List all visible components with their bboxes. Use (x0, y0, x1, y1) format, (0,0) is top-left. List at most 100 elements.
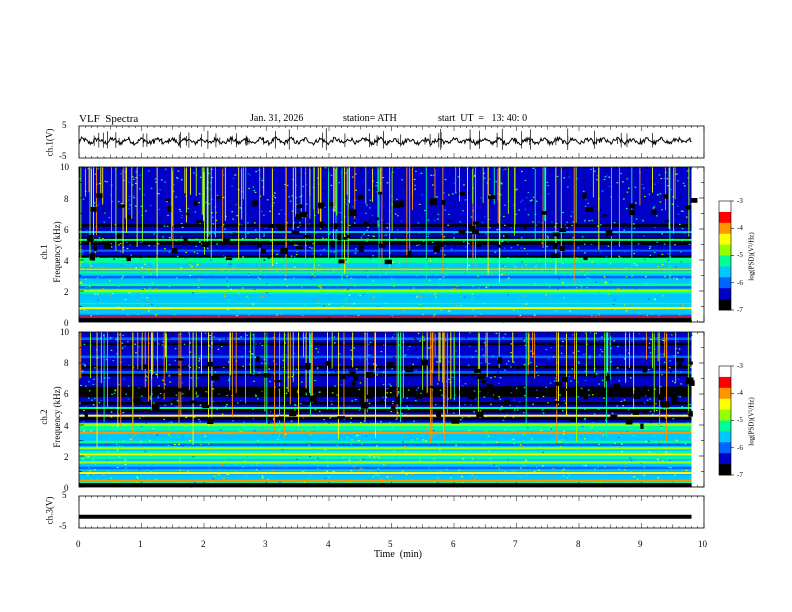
spec2-speckle (138, 469, 141, 471)
spec2-speckle (613, 455, 615, 457)
spec1-row (79, 169, 692, 173)
spec1-dark-patch (337, 234, 342, 241)
spec1-speckle (259, 178, 262, 180)
spec1-speckle (346, 204, 348, 206)
spec2-speckle (332, 470, 335, 473)
spec1-speckle (372, 297, 374, 299)
spec1-speckle (623, 304, 626, 306)
spec2-speckle (451, 347, 453, 350)
spec2-speckle (482, 354, 485, 356)
spec1-speckle (557, 288, 559, 290)
spec2-ytick-label: 8 (64, 358, 69, 368)
spec1-speckle (691, 311, 693, 314)
spec1-speckle (432, 184, 434, 186)
spec2-speckle (112, 359, 115, 362)
spec1-speckle (526, 253, 529, 255)
spec2-speckle (121, 347, 124, 349)
spec1-speckle (345, 260, 348, 262)
spec1-speckle (117, 200, 120, 203)
spec2-speckle (520, 467, 522, 469)
spec1-speckle (550, 297, 552, 299)
spec2-speckle (533, 471, 536, 473)
spec1-speckle (196, 264, 198, 266)
spec1-speckle (658, 314, 661, 317)
spec1-speckle (302, 314, 304, 317)
spec2-speckle (499, 377, 502, 379)
spec2-speckle (682, 347, 684, 350)
spec1-speckle (367, 275, 369, 278)
spec1-speckle (489, 194, 491, 196)
spec1-speckle (508, 197, 510, 199)
spec1-speckle (634, 186, 637, 188)
spec2-speckle (353, 466, 355, 468)
spec1-speckle (127, 314, 129, 316)
spec1-speckle (202, 246, 205, 248)
spec1-speckle (220, 242, 222, 244)
spec2-speckle (493, 451, 495, 453)
spec1-speckle (416, 295, 419, 297)
spec2-speckle (127, 344, 130, 346)
spec2-speckle (80, 384, 82, 387)
spec1-speckle (316, 243, 319, 245)
spec2-speckle (486, 384, 488, 386)
spec1-speckle (209, 233, 211, 235)
spec1-speckle (556, 175, 559, 178)
spec2-speckle (252, 334, 255, 336)
spec2-speckle (648, 347, 651, 349)
spec1-speckle (157, 243, 160, 245)
spec2-dark-patch (618, 394, 625, 397)
spec2-band (79, 461, 692, 464)
spec1-speckle (680, 303, 683, 306)
spec2-speckle (480, 363, 483, 366)
spec2-speckle (535, 389, 538, 391)
spec2-speckle (134, 343, 137, 345)
spec2-speckle (226, 403, 228, 406)
spec2-speckle (293, 352, 296, 354)
spec1-speckle (85, 286, 88, 289)
spec2-speckle (128, 363, 130, 365)
spec1-speckle (635, 287, 637, 290)
spec2-speckle (261, 365, 263, 367)
spec1-dark-patch (358, 245, 364, 253)
spec2-speckle (428, 347, 430, 349)
spec1-speckle (581, 287, 583, 289)
spec1-speckle (394, 213, 397, 215)
spec2-dark-patch (82, 389, 86, 394)
spec1-dark-patch (651, 210, 657, 215)
spec2-speckle (441, 394, 443, 396)
spec2-speckle (367, 362, 369, 364)
spec2-speckle (405, 473, 408, 475)
spec2-speckle (350, 443, 352, 446)
spec1-speckle (636, 264, 638, 266)
spec2-speckle (583, 408, 586, 410)
spec1-speckle (313, 275, 316, 277)
spec2-speckle (623, 358, 626, 360)
spec1-speckle (96, 293, 99, 295)
spec1-row (79, 172, 692, 176)
spec1-speckle (286, 285, 289, 287)
spec2-speckle (315, 459, 317, 461)
spec2-speckle (566, 413, 568, 416)
spec2-speckle (495, 441, 498, 444)
spec1-speckle (583, 243, 586, 245)
spec1-speckle (333, 251, 335, 253)
spec2-speckle (212, 478, 214, 480)
spec1-speckle (500, 273, 503, 276)
spec1-speckle (180, 267, 183, 269)
spec2-speckle (471, 458, 474, 460)
spec1-speckle (690, 226, 693, 228)
spec1-speckle (649, 246, 651, 248)
spec1-dark-patch (504, 233, 509, 239)
spec1-speckle (176, 241, 179, 243)
spec2-speckle (461, 476, 463, 478)
spec2-speckle (253, 380, 255, 382)
station-label: station= ATH (343, 113, 397, 124)
spec2-dark-patch (138, 398, 142, 402)
spec1-dark-patch (664, 219, 669, 223)
spec2-row (79, 422, 692, 426)
spec1-speckle (457, 176, 460, 178)
spec2-speckle (542, 412, 545, 414)
spec2-dark-patch (172, 365, 180, 369)
spec1-speckle (274, 192, 276, 194)
spec1-speckle (247, 232, 249, 234)
